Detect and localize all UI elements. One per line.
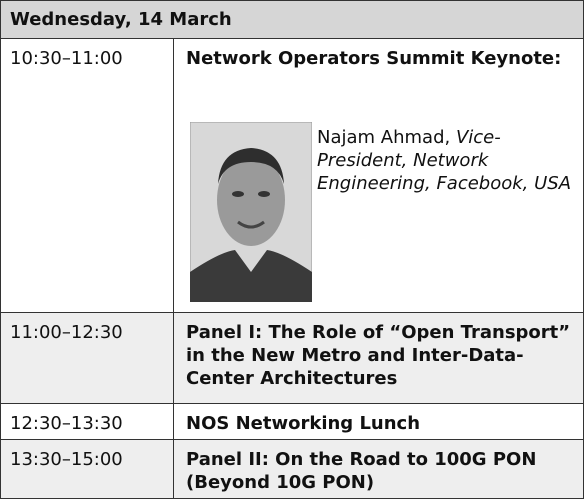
day-header: Wednesday, 14 March [0, 0, 584, 39]
speaker-photo [190, 122, 312, 302]
time-cell: 12:30–13:30 [0, 403, 174, 440]
speaker-role: Vice-President, Network Engineering, Fac… [317, 127, 572, 194]
speaker: Najam Ahmad, Vice-President, Network Eng… [317, 126, 577, 195]
time-cell: 11:00–12:30 [0, 312, 174, 404]
session-title: NOS Networking Lunch [173, 403, 584, 440]
time-cell: 10:30–11:00 [0, 38, 174, 313]
session-title: Panel I: The Role of “Open Transport” in… [173, 312, 584, 404]
session-title: Panel II: On the Road to 100G PON (Beyon… [173, 439, 584, 499]
time-cell: 13:30–15:00 [0, 439, 174, 499]
speaker-name: Najam Ahmad, [317, 127, 451, 148]
